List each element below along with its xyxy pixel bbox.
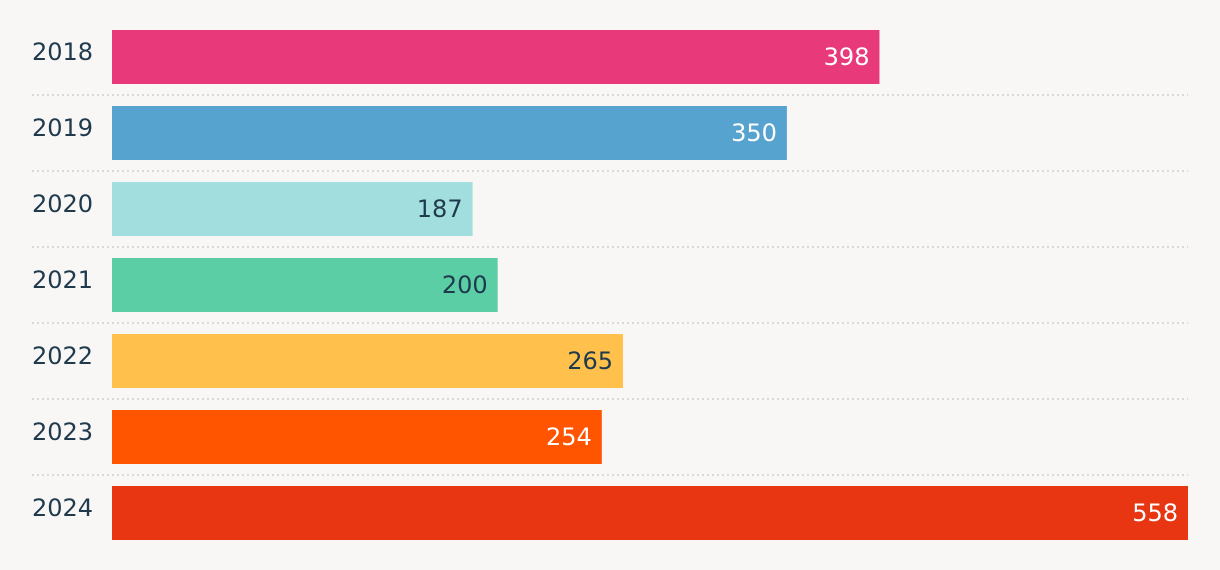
bar-2021 [112, 258, 498, 312]
category-label-2023: 2023 [32, 418, 93, 446]
bar-2019 [112, 106, 787, 160]
value-labels: 398 350 187 200 265 254 558 [417, 43, 1178, 527]
category-labels: 2018 2019 2020 2021 2022 2023 2024 [32, 38, 93, 522]
category-label-2024: 2024 [32, 494, 93, 522]
category-label-2021: 2021 [32, 266, 93, 294]
bars-group [112, 30, 1188, 540]
value-label-2020: 187 [417, 195, 463, 223]
value-label-2021: 200 [442, 271, 488, 299]
value-label-2018: 398 [824, 43, 870, 71]
value-label-2024: 558 [1132, 499, 1178, 527]
bar-2020 [112, 182, 473, 236]
bar-2024 [112, 486, 1188, 540]
bar-2018 [112, 30, 880, 84]
category-label-2020: 2020 [32, 190, 93, 218]
category-label-2018: 2018 [32, 38, 93, 66]
value-label-2023: 254 [546, 423, 592, 451]
category-label-2019: 2019 [32, 114, 93, 142]
bar-2022 [112, 334, 624, 388]
bar-2023 [112, 410, 602, 464]
category-label-2022: 2022 [32, 342, 93, 370]
value-label-2019: 350 [731, 119, 777, 147]
value-label-2022: 265 [567, 347, 613, 375]
